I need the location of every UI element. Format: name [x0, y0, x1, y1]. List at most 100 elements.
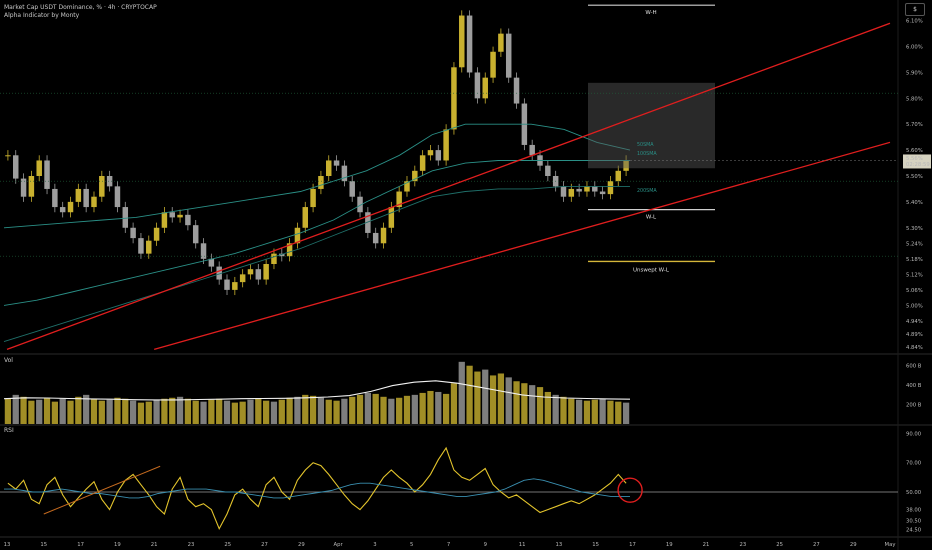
candle-body — [239, 274, 246, 283]
volume-bar — [176, 396, 184, 424]
volume-bar — [98, 400, 105, 424]
volume-bar — [200, 401, 207, 424]
volume-bar — [568, 398, 575, 424]
volume-bar — [380, 396, 387, 424]
volume-bar — [419, 392, 426, 424]
x-tick-label: 27 — [813, 542, 820, 548]
volume-bar — [75, 396, 82, 424]
rsi-line — [7, 446, 627, 530]
candle-body — [325, 160, 332, 176]
week-low-label: W-L — [646, 215, 657, 221]
candle-body — [419, 155, 426, 171]
volume-bar — [364, 392, 371, 424]
x-tick-label: Apr — [334, 542, 344, 548]
volume-bar — [145, 401, 152, 424]
price-axis-label: 5.80% — [906, 96, 923, 102]
candle-body — [451, 67, 457, 130]
candle-body — [224, 279, 230, 290]
candle-body — [341, 165, 348, 182]
volume-bar — [497, 373, 505, 424]
candle-body — [584, 186, 590, 192]
volume-bar — [615, 401, 622, 424]
rsi-axis-label: 50.00 — [906, 490, 922, 496]
sma-200-label: 200SMA — [637, 188, 657, 194]
candle-body — [380, 227, 387, 244]
volume-bar — [442, 393, 450, 424]
volume-bar — [270, 401, 278, 424]
volume-ma-line — [3, 380, 631, 401]
candle-body — [75, 188, 82, 202]
candle-body — [28, 176, 35, 197]
volume-bar — [349, 396, 356, 424]
x-tick-label: 23 — [739, 542, 746, 548]
volume-bar — [20, 396, 27, 424]
volume-bar — [114, 397, 121, 424]
candle-body — [286, 243, 293, 257]
volume-bar — [489, 375, 497, 424]
trendline — [6, 22, 891, 351]
volume-bar — [278, 399, 285, 424]
volume-bar — [411, 394, 418, 424]
volume-bar — [458, 361, 465, 424]
candle-body — [255, 269, 262, 280]
candle-body — [568, 188, 575, 197]
currency-scale-button[interactable]: $ — [905, 3, 925, 16]
volume-bar — [356, 394, 364, 424]
x-tick-label: 29 — [850, 542, 857, 548]
candle-body — [318, 176, 324, 189]
candle-body — [498, 33, 504, 52]
candle-body — [91, 196, 97, 208]
candle-body — [263, 264, 269, 280]
rsi-ma-line — [4, 478, 630, 499]
candle-body — [333, 160, 340, 166]
candle-body — [592, 186, 598, 192]
volume-bar — [137, 402, 145, 424]
price-axis-label: 5.40% — [906, 200, 923, 206]
candle-body — [138, 238, 144, 254]
chart-title: Market Cap USDT Dominance, % · 4h · CRYP… — [4, 4, 157, 11]
volume-bar — [302, 394, 309, 424]
last-price-countdown: 02:28:59 — [906, 162, 930, 168]
candle-body — [372, 232, 379, 244]
x-tick-label: 21 — [151, 542, 158, 548]
volume-bar — [341, 398, 348, 424]
price-axis-label: 5.90% — [906, 70, 923, 76]
sma-100-label: 100SMA — [637, 151, 657, 157]
volume-bar — [223, 400, 231, 424]
candle-body — [83, 188, 89, 208]
last-price-value: 5.56% — [906, 156, 923, 162]
volume-bar — [435, 391, 442, 424]
volume-axis-label: 200 B — [906, 403, 922, 409]
x-tick-label: 29 — [298, 542, 305, 548]
range-box — [588, 82, 715, 169]
volume-bar — [529, 385, 536, 424]
x-tick-label: 13 — [4, 542, 11, 548]
last-price-tag — [903, 154, 931, 169]
candle-body — [482, 77, 488, 99]
volume-bar — [28, 400, 35, 424]
volume-bar — [51, 401, 58, 424]
candle-body — [247, 269, 254, 275]
price-axis-label: 6.00% — [906, 45, 923, 51]
volume-bar — [505, 377, 512, 424]
volume-bar — [427, 390, 434, 424]
candle-body — [279, 253, 285, 257]
candle-body — [130, 227, 136, 239]
volume-bar — [591, 399, 598, 424]
candle-body — [200, 243, 207, 259]
x-tick-label: 17 — [77, 542, 84, 548]
candle-body — [114, 186, 121, 208]
volume-bar — [184, 398, 192, 424]
volume-axis-label: 600 B — [906, 364, 922, 370]
volume-bar — [208, 399, 215, 424]
sma-100-line — [3, 160, 630, 306]
volume-bar — [560, 396, 567, 424]
volume-bar — [216, 398, 223, 424]
price-axis-label: 5.12% — [906, 272, 923, 278]
candle-body — [623, 160, 629, 171]
candle-body — [529, 144, 535, 156]
volume-bar — [83, 394, 90, 424]
volume-bar — [622, 402, 630, 424]
sma-200-line — [3, 185, 630, 343]
